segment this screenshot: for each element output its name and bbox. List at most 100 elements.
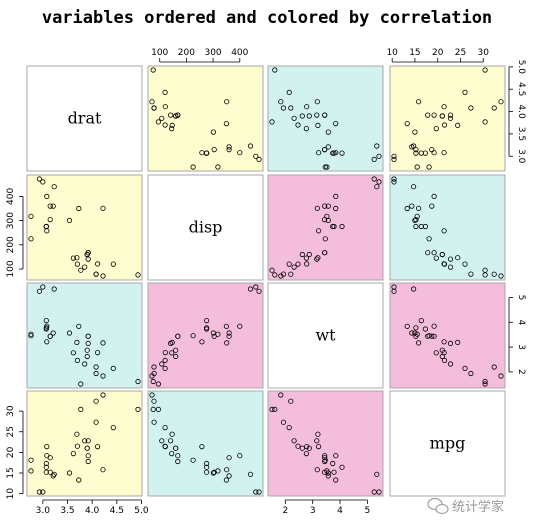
point-mpg-vs-wt — [321, 469, 328, 475]
point-wt-vs-mpg — [404, 323, 410, 329]
point-mpg-vs-wt — [374, 471, 380, 477]
point-wt-vs-drat — [78, 381, 84, 387]
point-mpg-vs-drat — [110, 424, 116, 431]
panel-drat-wt — [267, 65, 384, 172]
point-drat-vs-mpg — [410, 143, 417, 149]
point-wt-vs-mpg — [482, 378, 488, 385]
point-disp-vs-wt — [322, 203, 328, 209]
point-mpg-vs-drat — [76, 477, 82, 483]
point-mpg-vs-wt — [322, 455, 328, 461]
point-drat-vs-disp — [150, 67, 156, 73]
point-mpg-vs-disp — [151, 398, 157, 404]
x-tick-label-mpg: 20 — [432, 48, 444, 58]
point-drat-vs-mpg — [441, 104, 447, 110]
point-drat-vs-wt — [333, 121, 339, 127]
point-disp-vs-wt — [315, 255, 321, 261]
point-wt-vs-disp — [151, 364, 157, 370]
point-disp-vs-wt — [288, 271, 294, 277]
point-wt-vs-disp — [224, 340, 230, 346]
point-drat-vs-wt — [371, 156, 377, 162]
x-axis-mpg: 10 15 20 25 30 — [386, 48, 489, 63]
point-mpg-vs-drat — [93, 398, 99, 404]
panel-drat-disp — [147, 65, 264, 172]
panel-mpg-mpg: mpg — [389, 390, 506, 497]
point-mpg-vs-drat — [28, 457, 34, 463]
point-drat-vs-mpg — [439, 113, 445, 119]
point-wt-vs-mpg — [498, 373, 504, 379]
point-wt-vs-disp — [204, 325, 210, 331]
point-disp-vs-wt — [286, 261, 292, 267]
point-disp-vs-mpg — [409, 203, 415, 209]
point-mpg-vs-drat — [85, 458, 91, 465]
x-tick-label-disp: 400 — [231, 48, 248, 58]
point-drat-vs-wt — [339, 150, 345, 156]
point-wt-vs-mpg — [447, 340, 454, 346]
point-mpg-vs-wt — [333, 477, 339, 483]
point-mpg-vs-disp — [169, 431, 175, 437]
panel-disp-mpg — [389, 174, 506, 281]
point-wt-vs-drat — [66, 330, 73, 336]
point-drat-vs-disp — [162, 122, 168, 128]
point-mpg-vs-wt — [325, 473, 331, 479]
point-disp-vs-wt — [306, 251, 312, 258]
point-wt-vs-drat — [93, 364, 99, 370]
point-wt-vs-disp — [226, 333, 232, 339]
panel-wt-drat — [26, 282, 143, 389]
point-disp-vs-wt — [321, 217, 328, 223]
point-mpg-vs-disp — [173, 445, 179, 451]
point-wt-vs-mpg — [409, 330, 415, 336]
wechat-icon — [427, 497, 449, 515]
point-mpg-vs-wt — [306, 445, 312, 451]
variable-label-drat: drat — [68, 109, 102, 128]
panel-background — [389, 282, 506, 389]
watermark-text: 统计学家 — [452, 499, 504, 515]
x-axis-wt: 2 3 4 5 — [282, 499, 370, 516]
point-drat-vs-wt — [322, 164, 328, 170]
point-wt-vs-disp — [211, 333, 217, 339]
point-drat-vs-disp — [149, 99, 155, 105]
y-tick-label-mpg: 25 — [6, 426, 16, 437]
point-drat-vs-wt — [315, 122, 321, 129]
point-mpg-vs-wt — [272, 406, 278, 412]
point-disp-vs-drat — [93, 271, 99, 277]
point-disp-vs-wt — [371, 176, 377, 182]
point-wt-vs-disp — [204, 317, 210, 324]
point-mpg-vs-disp — [226, 473, 232, 479]
point-mpg-vs-drat — [47, 469, 53, 475]
y-tick-label-wt: 4 — [516, 319, 526, 325]
point-mpg-vs-drat — [51, 471, 57, 477]
point-mpg-vs-drat — [36, 489, 43, 495]
point-wt-vs-drat — [40, 284, 46, 290]
point-disp-vs-wt — [325, 203, 331, 209]
panel-wt-wt: wt — [267, 282, 384, 389]
point-wt-vs-disp — [162, 349, 168, 356]
point-drat-vs-disp — [162, 89, 168, 96]
point-disp-vs-mpg — [468, 271, 474, 277]
point-disp-vs-wt — [272, 272, 278, 278]
point-mpg-vs-disp — [253, 489, 259, 495]
point-disp-vs-mpg — [412, 217, 418, 223]
point-wt-vs-disp — [162, 357, 168, 363]
panel-background — [147, 174, 264, 281]
panel-disp-disp: disp — [147, 174, 264, 281]
point-wt-vs-disp — [173, 347, 179, 353]
panel-wt-mpg — [389, 282, 506, 389]
point-disp-vs-drat — [66, 217, 73, 223]
variable-label-mpg: mpg — [430, 434, 466, 453]
point-disp-vs-drat — [50, 203, 56, 209]
point-mpg-vs-disp — [204, 464, 210, 470]
point-disp-vs-wt — [376, 179, 382, 185]
point-disp-vs-mpg — [498, 273, 504, 279]
panel-background — [389, 390, 506, 497]
y-tick-label-drat: 3.0 — [516, 149, 526, 164]
point-mpg-vs-wt — [299, 445, 305, 451]
point-mpg-vs-wt — [371, 489, 377, 495]
x-tick-label-drat: 4.0 — [85, 506, 100, 516]
point-wt-vs-disp — [256, 288, 262, 294]
point-mpg-vs-drat — [100, 467, 106, 473]
point-mpg-vs-wt — [322, 458, 328, 465]
point-wt-vs-drat — [85, 333, 91, 339]
point-disp-vs-drat — [85, 250, 91, 256]
y-tick-label-mpg: 10 — [6, 488, 16, 500]
